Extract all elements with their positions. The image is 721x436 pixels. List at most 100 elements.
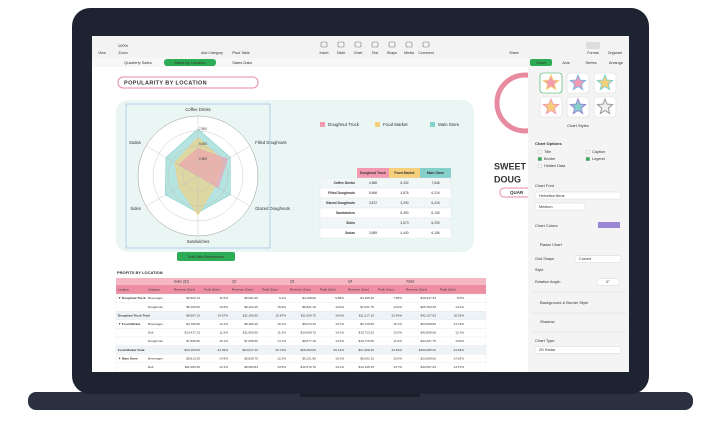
toolbar-button[interactable]: Media <box>404 51 414 55</box>
legend-label: Doughnut Truck <box>328 122 360 127</box>
toolbar-button[interactable]: Text <box>372 51 379 55</box>
active-tab-bg <box>164 59 216 66</box>
toolbar-label[interactable]: Pivot Table <box>232 51 250 55</box>
table-cell: $11,069.50 <box>243 331 259 335</box>
section-label: Chart Type <box>535 338 555 343</box>
toolbar-label[interactable]: View <box>98 51 106 55</box>
active-side-tab <box>530 59 552 66</box>
select-value[interactable]: Medium <box>539 205 553 209</box>
table-cell: $5,830.70 <box>244 356 258 360</box>
table-cell: $7,058.50 <box>244 339 258 343</box>
select[interactable] <box>534 202 586 211</box>
table-cell: 3,872 <box>369 201 377 205</box>
table-cell: $24,617.19 <box>243 348 259 352</box>
table-cell: 14.1% <box>335 365 344 369</box>
sidebar-tab[interactable]: Series <box>585 60 596 65</box>
toolbar-icon <box>320 41 328 48</box>
field-label: Grid Shape <box>535 257 554 261</box>
checkbox[interactable] <box>585 156 590 161</box>
option-label[interactable]: Hidden Data <box>544 164 566 168</box>
table-cell: 12.2% <box>455 331 464 335</box>
sheet-tab[interactable]: Sales by Location <box>174 60 206 65</box>
table-cell: $11,009.70 <box>301 313 317 317</box>
edit-button-bg[interactable] <box>177 252 235 261</box>
toolbar-button[interactable]: Table <box>337 51 346 55</box>
table-cell: $10,417.13 <box>185 331 201 335</box>
toolbar-button[interactable]: Organize <box>608 51 623 55</box>
category-label: Sides <box>130 206 140 211</box>
legend-swatch <box>320 122 325 127</box>
table-cell: $11,080.35 <box>185 365 201 369</box>
section-label[interactable]: Shadow <box>540 319 555 324</box>
table-cell: 6,156 <box>431 231 439 235</box>
option-label[interactable]: Legend <box>592 157 605 161</box>
color-swatch[interactable] <box>598 222 620 228</box>
table-cell: $42,897.03 <box>421 365 437 369</box>
group-header: Totals <box>406 279 415 283</box>
select-value[interactable]: 2D Radar <box>539 348 556 352</box>
toolbar-button[interactable]: Insert <box>320 51 329 55</box>
select[interactable] <box>534 346 622 354</box>
edit-button[interactable]: Edit Data References <box>188 255 224 259</box>
table-cell: 14.4% <box>455 305 464 309</box>
table-cell: $6,092.15 <box>360 356 374 360</box>
subheader: Profit (Sum) <box>262 287 278 291</box>
sidebar-tab[interactable]: Axis <box>562 60 570 65</box>
chart-selection <box>125 103 271 249</box>
checkbox[interactable] <box>537 149 542 154</box>
checkbox[interactable] <box>585 149 590 154</box>
subheader: Profit (Sum) <box>320 287 336 291</box>
sheet-tab[interactable]: Sales Data <box>232 60 252 65</box>
table-cell: $42,808.58 <box>421 331 437 335</box>
subheader: Profit (Sum) <box>378 287 394 291</box>
select-value[interactable]: Helvetica Neue <box>539 194 565 198</box>
toolbar-button[interactable]: Format <box>587 51 598 55</box>
table-cell: 4,586 <box>369 181 377 185</box>
format-button-bg <box>586 42 600 49</box>
table-cell: $23,068.89 <box>421 322 437 326</box>
table-cell: $100,285.22 <box>419 348 436 352</box>
table-cell: $10,608.75 <box>301 331 317 335</box>
toolbar-label[interactable]: Add Category <box>201 51 223 55</box>
table-cell: $8,677.10 <box>302 339 316 343</box>
checkbox[interactable] <box>537 156 542 161</box>
toolbar-button[interactable]: Share <box>509 51 519 55</box>
toolbar-button[interactable]: Chart <box>354 51 363 55</box>
select-value[interactable]: Curved <box>579 257 591 261</box>
table-row-label: Filled Doughnuts <box>328 191 355 195</box>
option-label[interactable]: Border <box>544 157 556 161</box>
section-label[interactable]: Background & Border Style <box>540 300 589 305</box>
option-label[interactable]: Caption <box>592 150 605 154</box>
table-cell: 6,293 <box>431 221 439 225</box>
table-row-label: Sides <box>346 221 355 225</box>
table-cell: 24.39% <box>218 348 229 352</box>
select[interactable] <box>534 191 622 200</box>
input-value[interactable]: 0° <box>606 280 610 284</box>
zoom-value[interactable]: 100% <box>118 43 129 48</box>
subheader: Profit (Sum) <box>440 287 456 291</box>
option-label[interactable]: Title <box>544 150 551 154</box>
table-header: Main Store <box>427 171 444 175</box>
toolbar-label[interactable]: Zoom <box>118 51 127 55</box>
toolbar-icon <box>337 41 345 48</box>
input[interactable] <box>596 278 620 286</box>
toolbar-button[interactable]: Shape <box>387 51 397 55</box>
sidebar-tab[interactable]: Chart <box>536 60 547 65</box>
field-label: Style <box>535 268 543 272</box>
table-cell: 11.5% <box>219 296 228 300</box>
table-cell: 15.0% <box>393 356 402 360</box>
sidebar-tab[interactable]: Arrange <box>609 60 624 65</box>
heading-box <box>117 76 259 89</box>
table-row-label: Sandwiches <box>336 211 355 215</box>
select[interactable] <box>574 255 622 263</box>
table-cell: 6,490 <box>400 211 408 215</box>
checkbox[interactable] <box>537 163 542 168</box>
toolbar-icon <box>388 41 396 48</box>
spoke <box>197 145 251 177</box>
group-header: Q4 <box>348 279 352 283</box>
table-cell: $5,719.55 <box>360 322 374 326</box>
toolbar-icon <box>422 41 430 48</box>
toolbar-button[interactable]: Comment <box>418 51 434 55</box>
group-header: Sales (Q1) <box>174 279 189 283</box>
sheet-tab[interactable]: Quarterly Sales <box>124 60 152 65</box>
